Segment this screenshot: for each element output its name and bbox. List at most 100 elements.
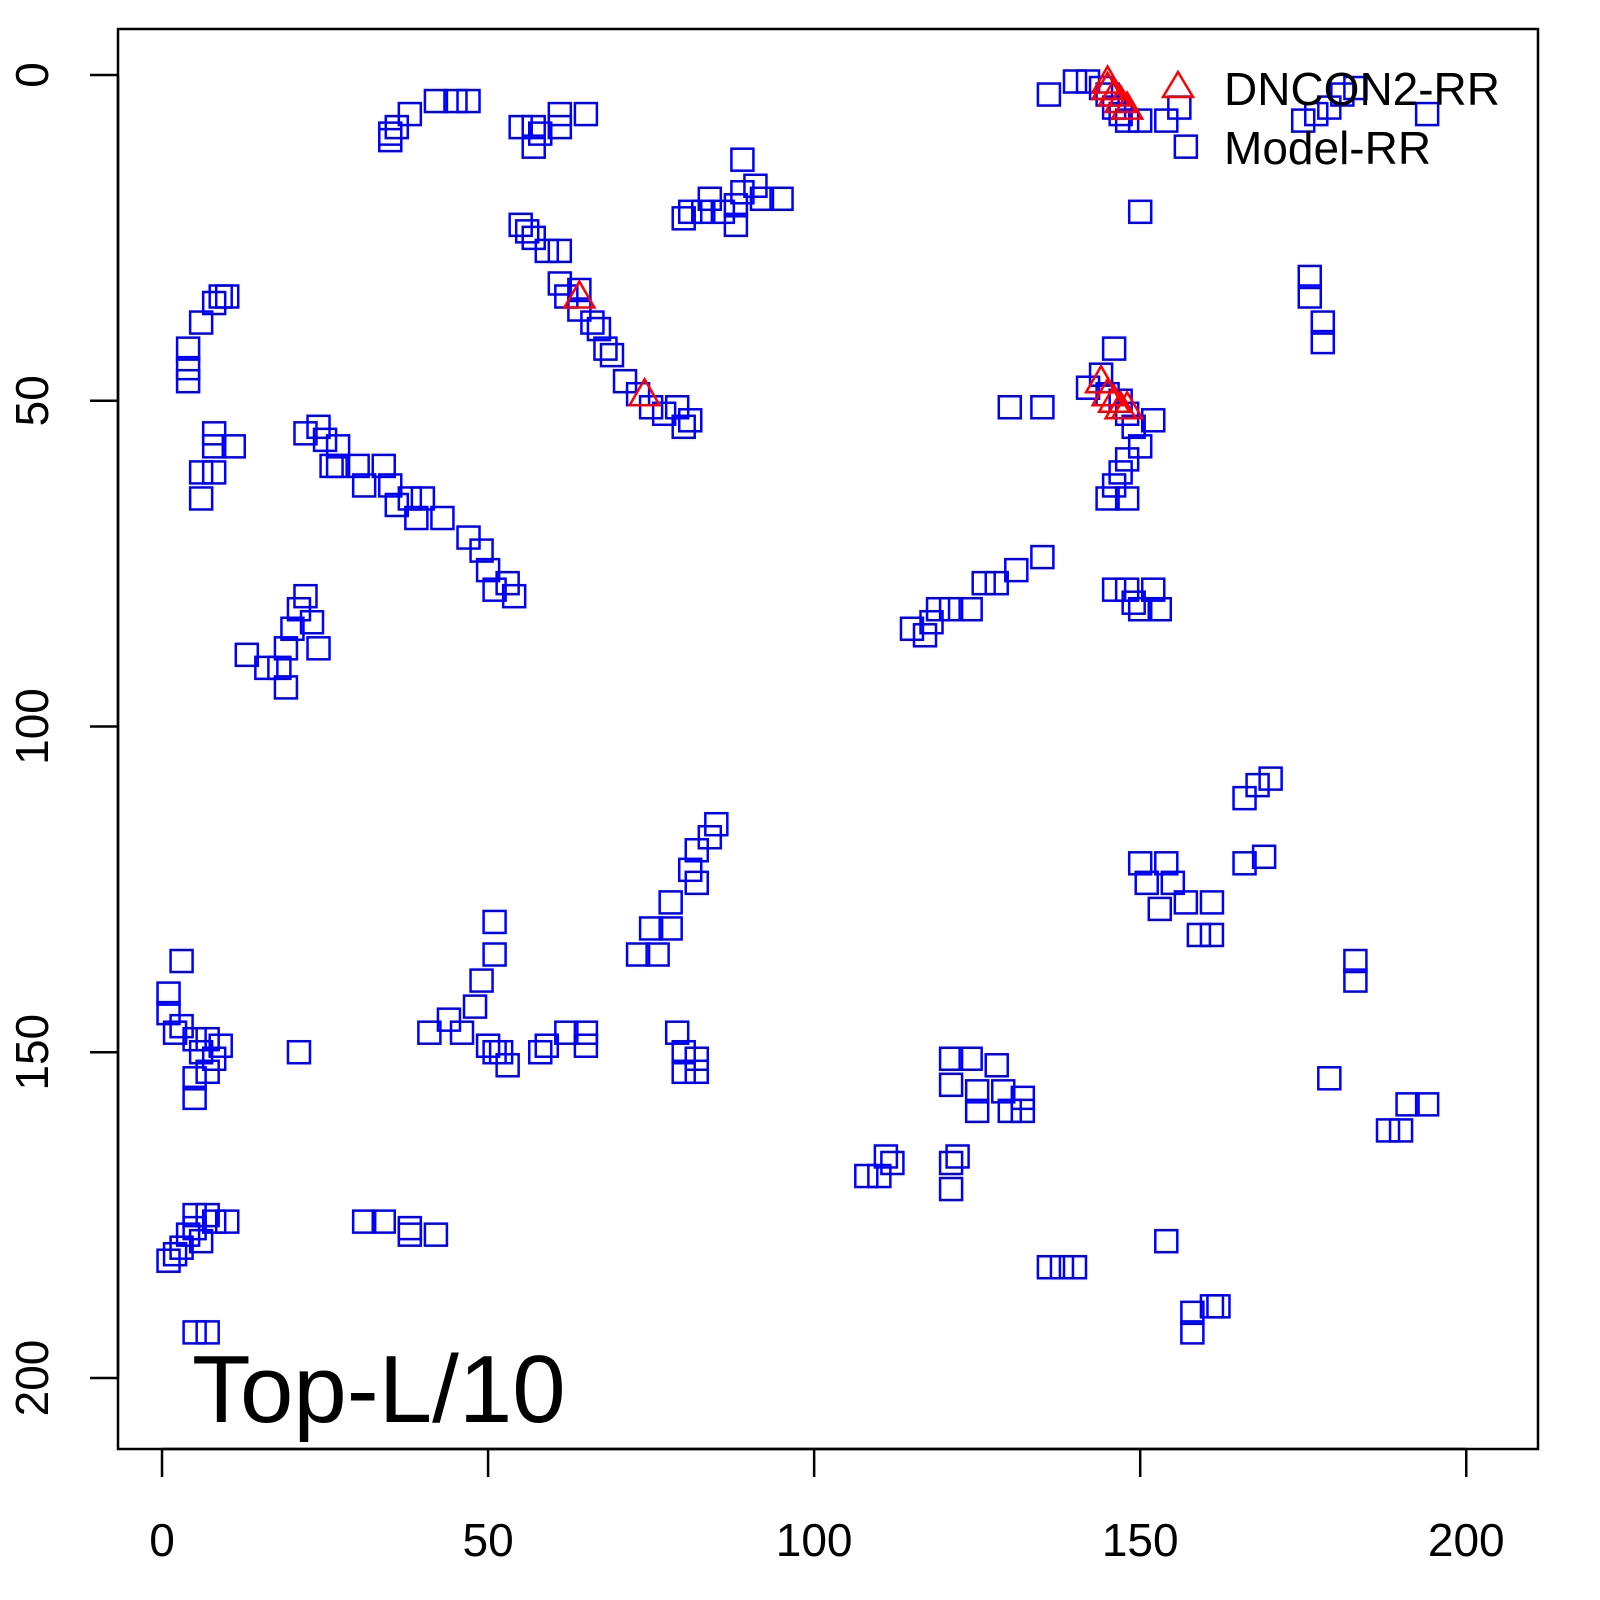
model-rr-point (749, 186, 775, 212)
model-rr-point (384, 492, 410, 518)
model-rr-point (1160, 870, 1186, 896)
y-tick-label: 50 (6, 375, 58, 426)
model-rr-point (1154, 108, 1179, 133)
model-rr-point (964, 1079, 990, 1104)
model-rr-point (1140, 577, 1166, 602)
model-rr-point (417, 1020, 442, 1045)
model-rr-point (208, 284, 233, 309)
model-rr-point (651, 401, 677, 427)
model-rr-point (1258, 766, 1283, 791)
model-rr-point (984, 570, 1009, 596)
model-rr-point (938, 1150, 964, 1176)
model-rr-point (573, 101, 599, 127)
model-rr-point (378, 473, 403, 498)
model-rr-point (423, 1222, 449, 1247)
model-rr-point (286, 1039, 312, 1065)
model-rr-point (201, 1046, 227, 1072)
model-rr-point (495, 570, 520, 596)
model-rr-point (293, 421, 318, 446)
model-rr-point (397, 101, 423, 127)
model-rr-point (397, 1222, 423, 1247)
model-rr-point (325, 434, 351, 459)
model-rr-point (1114, 486, 1140, 511)
model-rr-point (671, 206, 696, 231)
model-rr-point (306, 636, 331, 661)
model-rr-point (201, 434, 227, 459)
y-tick-label: 100 (6, 688, 58, 765)
model-rr-point (971, 570, 996, 596)
model-rr-point (1173, 134, 1199, 159)
model-rr-point (1304, 101, 1329, 127)
model-rr-point (854, 1163, 879, 1189)
dncon2-rr-point (1090, 376, 1125, 407)
model-rr-point (710, 199, 736, 225)
model-rr-point (534, 238, 560, 264)
dncon2-rr-point (562, 279, 597, 309)
dncon2-rr-point (1090, 70, 1125, 101)
model-rr-point (175, 355, 201, 381)
model-rr-point (919, 610, 944, 635)
model-rr-point (567, 277, 592, 303)
model-rr-point (325, 453, 351, 479)
model-rr-point (312, 427, 338, 453)
model-rr-point (188, 1228, 214, 1254)
x-tick-label: 150 (1102, 1514, 1179, 1566)
model-rr-point (1036, 82, 1062, 107)
model-rr-point (169, 1013, 194, 1039)
model-rr-point (1062, 69, 1088, 94)
model-rr-point (475, 1033, 501, 1058)
model-rr-point (1232, 785, 1257, 811)
model-rr-point (684, 870, 710, 896)
top-l-annotation: Top-L/10 (192, 1336, 566, 1443)
model-rr-point (175, 368, 201, 394)
model-rr-point (1232, 851, 1257, 876)
model-rr-point (488, 1039, 514, 1065)
model-rr-point (1127, 851, 1153, 876)
model-rr-point (1167, 95, 1192, 120)
plot-frame (116, 27, 1540, 1451)
model-rr-point (521, 114, 546, 140)
model-rr-point (345, 453, 370, 479)
y-axis: 0 50 100 150 200 (6, 62, 120, 1416)
model-rr-point (1186, 922, 1212, 948)
model-rr-point (528, 1039, 553, 1065)
model-rr-point (351, 473, 377, 498)
model-rr-point (156, 981, 181, 1006)
model-rr-point (169, 948, 194, 974)
model-rr-point (267, 655, 292, 681)
plot-marks (156, 64, 1440, 1345)
model-rr-point (1343, 948, 1368, 974)
model-rr-point (521, 225, 546, 251)
x-tick-label: 0 (149, 1514, 175, 1566)
dncon2-rr-point (1103, 83, 1138, 114)
model-rr-point (586, 316, 612, 342)
model-rr-point (371, 1209, 396, 1234)
model-rr-point (1297, 284, 1323, 309)
model-rr-point (371, 453, 396, 479)
model-rr-point (1127, 434, 1153, 459)
model-rr-point (182, 1085, 207, 1111)
model-rr-point (1134, 870, 1159, 896)
model-rr-point (671, 414, 696, 440)
model-rr-point (1147, 896, 1173, 922)
legend: DNCON2-RR Model-RR (1160, 63, 1500, 174)
dncon2-rr-point (1109, 389, 1145, 420)
model-rr-point (1310, 329, 1336, 355)
model-rr-point (456, 88, 481, 114)
model-rr-point (938, 596, 964, 622)
model-rr-point (273, 675, 299, 700)
x-tick-label: 100 (776, 1514, 853, 1566)
model-rr-point (1114, 108, 1140, 133)
model-rr-point (964, 1098, 990, 1124)
model-rr-point (508, 212, 533, 238)
model-rr-point (1127, 596, 1153, 622)
model-rr-point (684, 1046, 710, 1072)
model-rr-point (182, 1215, 207, 1241)
model-rr-point (1199, 890, 1225, 915)
model-rr-point (697, 824, 723, 850)
model-rr-point (528, 121, 553, 146)
model-rr-point (984, 1053, 1009, 1078)
model-rr-point (1140, 408, 1166, 433)
model-rr-point (482, 942, 507, 967)
model-rr-point (645, 942, 670, 967)
